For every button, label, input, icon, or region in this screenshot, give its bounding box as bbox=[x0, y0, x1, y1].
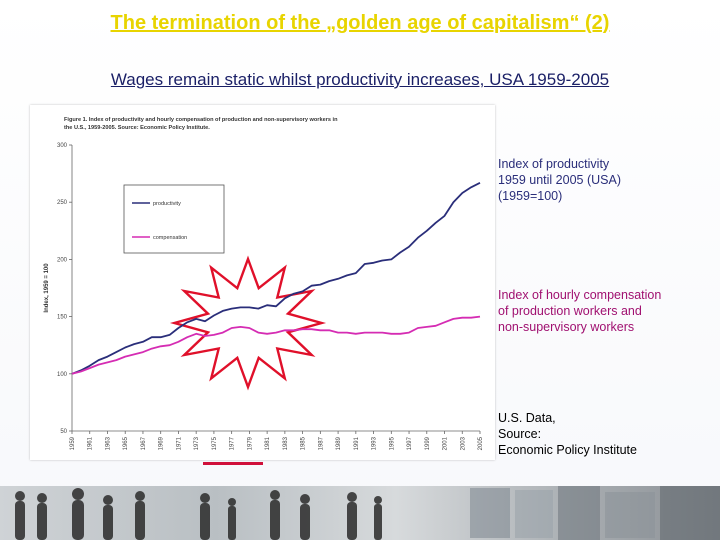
compensation-note-line: non-supervisory workers bbox=[498, 320, 635, 334]
x-tick-label: 1999 bbox=[425, 436, 431, 450]
highlight-underline bbox=[203, 462, 263, 465]
productivity-note-line: (1959=100) bbox=[498, 189, 563, 203]
source-note-line: Economic Policy Institute bbox=[498, 443, 637, 457]
slide-subtitle: Wages remain static whilst productivity … bbox=[110, 70, 610, 89]
x-tick-label: 1997 bbox=[407, 436, 413, 450]
figure-caption-line2: the U.S., 1959-2005. Source: Economic Po… bbox=[64, 125, 210, 131]
y-tick-label: 50 bbox=[60, 429, 67, 435]
source-note: U.S. Data, Source: Economic Policy Insti… bbox=[498, 410, 713, 458]
x-tick-label: 1961 bbox=[88, 436, 94, 450]
productivity-note: Index of productivity 1959 until 2005 (U… bbox=[498, 156, 713, 204]
x-tick-label: 1977 bbox=[230, 436, 236, 450]
source-note-line: Source: bbox=[498, 427, 542, 441]
y-tick-label: 150 bbox=[57, 315, 68, 321]
x-tick-label: 1991 bbox=[354, 436, 360, 450]
x-tick-label: 1969 bbox=[159, 436, 165, 450]
x-tick-label: 1979 bbox=[247, 436, 253, 450]
x-tick-label: 1963 bbox=[105, 436, 111, 450]
series-line-compensation bbox=[71, 315, 481, 375]
compensation-note-line: Index of hourly compensation bbox=[498, 288, 662, 302]
y-tick-label: 300 bbox=[57, 143, 68, 149]
chart-axes: 50 100 150 200 250 300 1959 1961 1963 1965 1967 196… bbox=[44, 143, 484, 450]
x-tick-label: 2003 bbox=[460, 436, 466, 450]
figure-caption-line1: Figure 1. Index of productivity and hour… bbox=[64, 117, 338, 123]
starburst-group bbox=[169, 255, 327, 391]
slide-title: The termination of the „golden age of ca… bbox=[110, 12, 610, 34]
x-tick-label: 1989 bbox=[336, 436, 342, 450]
productivity-note-line: 1959 until 2005 (USA) bbox=[498, 173, 621, 187]
series-group bbox=[71, 181, 481, 375]
x-tick-label: 1983 bbox=[283, 436, 289, 450]
x-tick-label: 2005 bbox=[478, 436, 484, 450]
x-tick-label: 1995 bbox=[389, 436, 395, 450]
compensation-note: Index of hourly compensation of producti… bbox=[498, 287, 713, 335]
x-tick-label: 1967 bbox=[141, 436, 147, 450]
legend-label: compensation bbox=[153, 235, 187, 241]
x-tick-label: 1965 bbox=[123, 436, 129, 450]
x-tick-label: 2001 bbox=[443, 436, 449, 450]
figure-panel: Figure 1. Index of productivity and hour… bbox=[30, 105, 495, 460]
productivity-note-line: Index of productivity bbox=[498, 157, 610, 171]
y-tick-label: 100 bbox=[57, 372, 68, 378]
x-tick-label: 1973 bbox=[194, 436, 200, 450]
photo-strip bbox=[0, 486, 720, 540]
compensation-note-line: of production workers and bbox=[498, 304, 642, 318]
x-tick-label: 1959 bbox=[70, 436, 76, 450]
x-tick-label: 1987 bbox=[318, 436, 324, 450]
x-tick-label: 1971 bbox=[176, 436, 182, 450]
source-note-line: U.S. Data, bbox=[498, 411, 556, 425]
legend-box bbox=[123, 184, 225, 254]
starburst-shape bbox=[169, 255, 327, 391]
line-chart: Figure 1. Index of productivity and hour… bbox=[44, 117, 484, 450]
x-tick-label: 1975 bbox=[212, 436, 218, 450]
x-tick-label: 1985 bbox=[301, 436, 307, 450]
series-line-productivity bbox=[71, 181, 481, 375]
silhouette-photo bbox=[15, 486, 720, 540]
x-tick-label: 1981 bbox=[265, 436, 271, 450]
legend-label: productivity bbox=[153, 201, 181, 207]
chart-legend: productivity compensation bbox=[123, 184, 225, 254]
y-axis-label: Index, 1959 = 100 bbox=[44, 263, 50, 313]
y-tick-label: 200 bbox=[57, 257, 68, 263]
y-tick-label: 250 bbox=[57, 200, 68, 206]
x-tick-label: 1993 bbox=[372, 436, 378, 450]
